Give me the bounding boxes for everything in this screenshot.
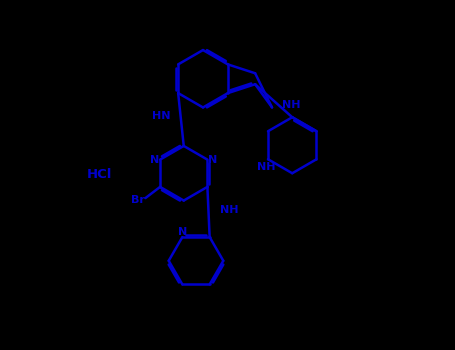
Text: HN: HN (152, 111, 171, 121)
Text: NH: NH (282, 100, 300, 110)
Text: N: N (178, 227, 187, 237)
Text: HCl: HCl (87, 168, 112, 182)
Text: N: N (150, 155, 159, 164)
Text: NH: NH (257, 162, 275, 172)
Text: N: N (208, 155, 217, 164)
Text: Br: Br (131, 195, 145, 205)
Text: NH: NH (220, 205, 238, 215)
